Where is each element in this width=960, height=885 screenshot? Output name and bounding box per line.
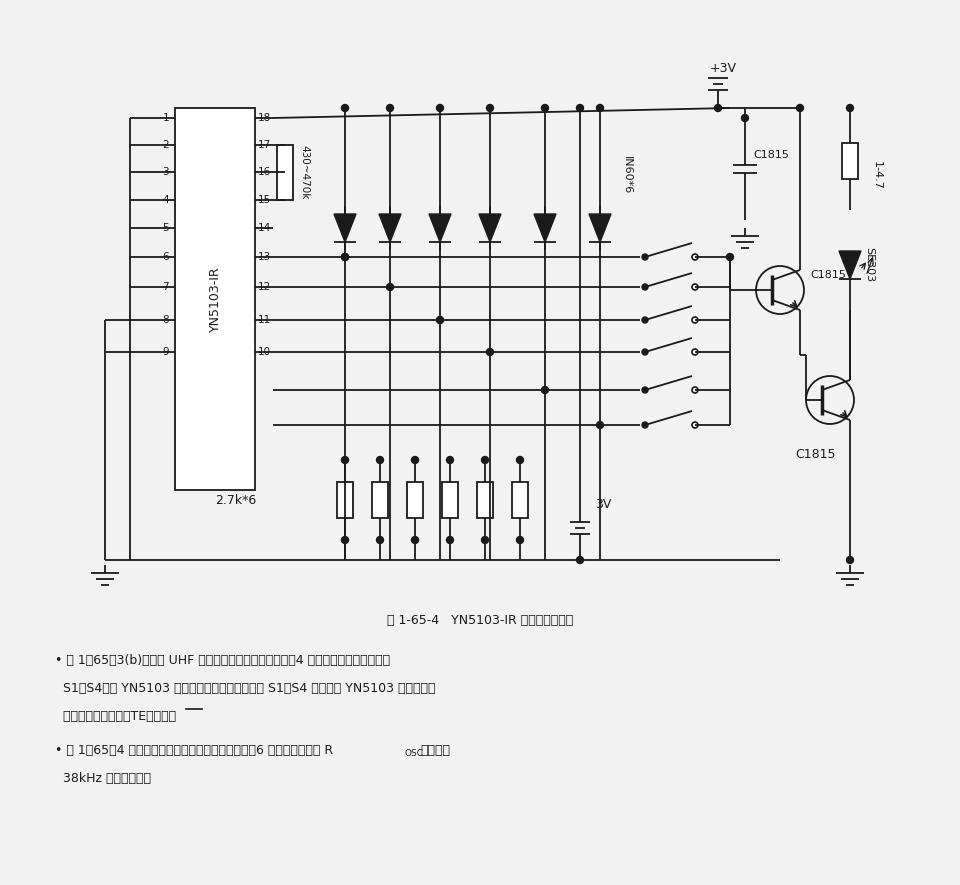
Bar (337, 482, 353, 518)
Text: 给数据位加高电平。TE端接地。: 给数据位加高电平。TE端接地。 (55, 710, 176, 722)
Text: 8: 8 (162, 315, 169, 325)
Bar (407, 482, 423, 518)
Circle shape (797, 104, 804, 112)
Circle shape (642, 254, 648, 260)
Text: 38kHz 的载波频率。: 38kHz 的载波频率。 (55, 772, 151, 784)
Text: 7: 7 (162, 282, 169, 292)
Circle shape (596, 104, 604, 112)
Circle shape (642, 422, 648, 428)
Circle shape (577, 104, 584, 112)
Text: 14: 14 (258, 223, 272, 233)
Circle shape (342, 253, 348, 260)
Polygon shape (379, 214, 401, 242)
Bar (512, 482, 528, 518)
Polygon shape (534, 214, 556, 242)
Text: C1815: C1815 (810, 270, 846, 280)
Text: YN5103-IR: YN5103-IR (208, 266, 222, 332)
Text: 图 1-65-4   YN5103-IR 典型应用电路图: 图 1-65-4 YN5103-IR 典型应用电路图 (387, 613, 573, 627)
Text: 16: 16 (258, 167, 272, 177)
Text: 15: 15 (258, 195, 272, 205)
Bar (477, 482, 493, 518)
Circle shape (387, 283, 394, 290)
Polygon shape (839, 251, 861, 279)
Bar (372, 482, 388, 518)
Circle shape (482, 536, 489, 543)
Circle shape (387, 104, 394, 112)
Circle shape (342, 536, 348, 543)
Text: 可以得到: 可以得到 (420, 743, 450, 757)
Text: 4: 4 (162, 195, 169, 205)
Circle shape (487, 349, 493, 356)
Circle shape (741, 114, 749, 121)
Bar (175, 108, 255, 490)
Text: 13: 13 (258, 252, 272, 262)
Text: 3: 3 (162, 167, 169, 177)
Circle shape (437, 317, 444, 324)
Bar (277, 145, 293, 200)
Text: 17: 17 (258, 140, 272, 150)
Text: • 图 1－65－3(b)为射频 UHF 遥控发射电路。该电路加入了4 位数据码。如果没有按动: • 图 1－65－3(b)为射频 UHF 遥控发射电路。该电路加入了4 位数据码… (55, 653, 390, 666)
Circle shape (847, 557, 853, 564)
Text: IN60*6: IN60*6 (622, 156, 632, 194)
Text: 5: 5 (162, 223, 169, 233)
Circle shape (487, 104, 493, 112)
Polygon shape (589, 214, 611, 242)
Circle shape (342, 104, 348, 112)
Circle shape (376, 536, 383, 543)
Text: C1815: C1815 (795, 449, 835, 461)
Circle shape (727, 253, 733, 260)
Circle shape (541, 104, 548, 112)
Circle shape (446, 536, 453, 543)
Text: 9: 9 (162, 347, 169, 357)
Text: 3V: 3V (595, 498, 612, 512)
Circle shape (642, 317, 648, 323)
Text: +3V: +3V (710, 61, 737, 74)
Bar (842, 143, 858, 179)
Text: 18: 18 (258, 113, 272, 123)
Circle shape (642, 387, 648, 393)
Circle shape (376, 457, 383, 464)
Text: S1～S4，则 YN5103 处于断电状态；如果按动了 S1～S4 时，则给 YN5103 加电，同时: S1～S4，则 YN5103 处于断电状态；如果按动了 S1～S4 时，则给 Y… (55, 681, 436, 695)
Text: C1815: C1815 (753, 150, 789, 160)
Circle shape (642, 349, 648, 355)
Text: 10: 10 (258, 347, 271, 357)
Text: 11: 11 (258, 315, 272, 325)
Text: 1-4.7: 1-4.7 (872, 160, 882, 189)
Text: 430~470k: 430~470k (299, 145, 309, 199)
Circle shape (847, 104, 853, 112)
Text: OSC: OSC (404, 750, 423, 758)
Text: 12: 12 (258, 282, 272, 292)
Text: 6: 6 (162, 252, 169, 262)
Text: SE303: SE303 (864, 248, 874, 282)
Circle shape (412, 457, 419, 464)
Circle shape (577, 557, 584, 564)
Text: 2: 2 (162, 140, 169, 150)
Text: 1: 1 (162, 113, 169, 123)
Circle shape (412, 536, 419, 543)
Circle shape (516, 536, 523, 543)
Circle shape (642, 284, 648, 290)
Circle shape (437, 104, 444, 112)
Polygon shape (479, 214, 501, 242)
Circle shape (482, 457, 489, 464)
Bar (442, 482, 458, 518)
Text: 2.7k*6: 2.7k*6 (215, 494, 256, 506)
Circle shape (446, 457, 453, 464)
Circle shape (342, 457, 348, 464)
Circle shape (541, 387, 548, 394)
Polygon shape (429, 214, 451, 242)
Circle shape (516, 457, 523, 464)
Circle shape (342, 253, 348, 260)
Polygon shape (334, 214, 356, 242)
Circle shape (596, 421, 604, 428)
Text: • 图 1－65－4 为红外线遥控发射电路。该电路加入了6 位数据码。调整 R: • 图 1－65－4 为红外线遥控发射电路。该电路加入了6 位数据码。调整 R (55, 743, 333, 757)
Circle shape (714, 104, 722, 112)
